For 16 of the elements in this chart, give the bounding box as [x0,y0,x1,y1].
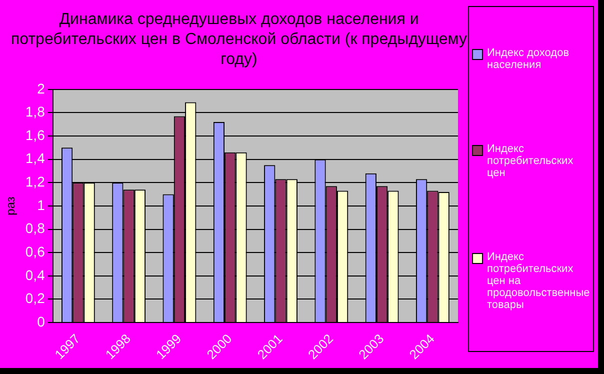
y-axis-title: раз [4,196,18,216]
y-tick-label: 1,2 [25,174,46,190]
y-tick-label: 2 [37,80,46,96]
y-tick-label: 0,4 [25,266,46,283]
y-tick-label: 1,8 [25,104,46,120]
y-tick-label: 1,4 [25,150,46,166]
legend-label: Индекс доходов населения [487,47,570,71]
chart-title: Динамика среднедушевых доходов населения и потребительских цен в Смоленской области (к предыдущему году) [10,10,468,70]
y-tick-label: 0,8 [25,220,46,236]
legend-label: Индекс потребительских цен [487,143,574,179]
y-tick-label: 0 [37,313,46,330]
y-tick-label: 1,6 [25,126,46,143]
y-tick-label: 0,2 [25,290,46,306]
y-tick-label: 1 [37,196,46,213]
y-tick-label: 0,6 [25,243,46,260]
legend-label: Индекс потребительских цен на продовольственные товары [487,251,590,311]
